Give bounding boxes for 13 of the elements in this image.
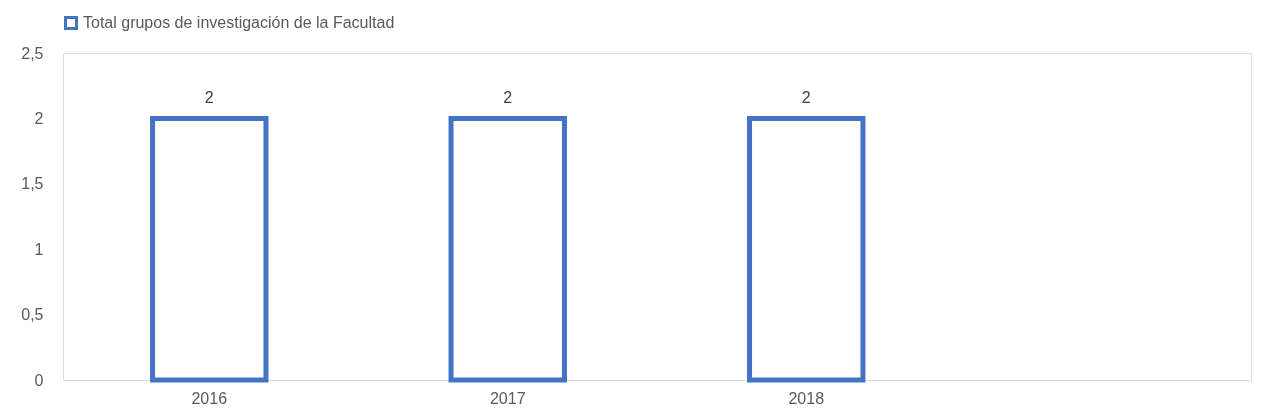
y-tick-label: 2 (34, 109, 44, 127)
x-tick-label: 2017 (489, 389, 526, 407)
data-label: 2 (204, 89, 214, 107)
x-tick-label: 2018 (788, 389, 825, 407)
y-tick-label: 0,5 (21, 306, 44, 324)
y-tick-label: 1,5 (21, 175, 44, 193)
data-label: 2 (503, 89, 513, 107)
y-tick-label: 2,5 (21, 44, 44, 62)
y-tick-label: 1 (34, 240, 44, 258)
data-label: 2 (801, 89, 811, 107)
legend-label: Total grupos de investigación de la Facultad (83, 14, 395, 31)
y-tick-label: 0 (34, 371, 44, 389)
x-tick-label: 2016 (191, 389, 228, 407)
